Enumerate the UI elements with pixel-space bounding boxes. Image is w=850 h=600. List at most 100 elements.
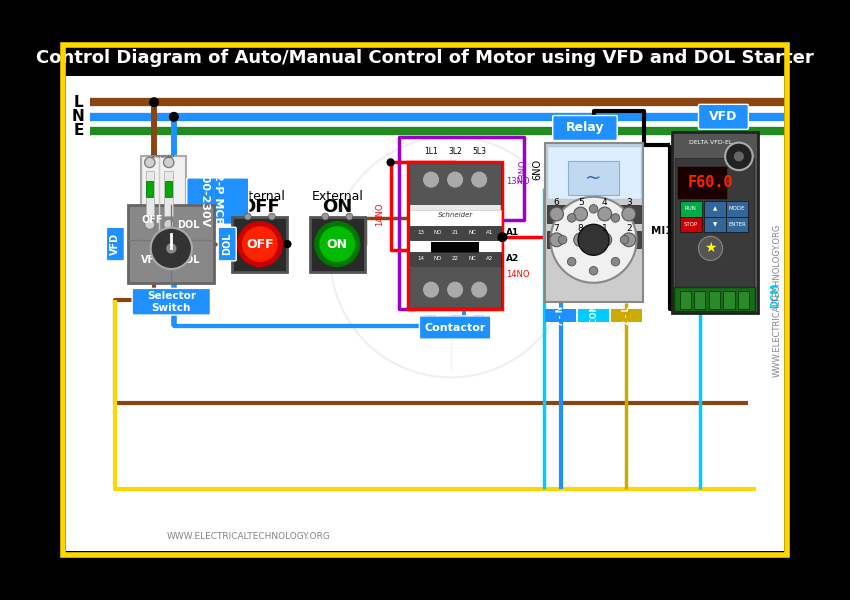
Bar (410, 210, 501, 253)
Circle shape (229, 241, 235, 248)
Bar (726, 201, 748, 217)
Text: OFF: OFF (246, 238, 274, 251)
Text: DCM: DCM (770, 283, 780, 308)
Circle shape (574, 233, 587, 247)
Circle shape (551, 197, 637, 283)
Circle shape (446, 281, 464, 298)
Text: VFD: VFD (141, 254, 163, 265)
Text: Relay: Relay (566, 121, 604, 134)
Text: A2: A2 (486, 256, 493, 261)
FancyBboxPatch shape (419, 316, 490, 339)
Bar (568, 161, 620, 195)
Text: VFD: VFD (110, 233, 121, 255)
Circle shape (567, 214, 576, 222)
Bar (738, 290, 749, 310)
Text: 5L3: 5L3 (473, 146, 486, 155)
Bar (165, 181, 173, 197)
Bar (410, 164, 501, 203)
Text: 22: 22 (451, 256, 459, 261)
Text: NO: NO (434, 256, 442, 261)
Text: ▲: ▲ (712, 206, 717, 211)
Bar (410, 226, 501, 240)
Text: A2: A2 (506, 254, 519, 263)
Text: Control Diagram of Auto/Manual Control of Motor using VFD and DOL Starter: Control Diagram of Auto/Manual Control o… (37, 49, 814, 67)
Text: 13: 13 (417, 230, 424, 235)
Text: 2T1: 2T1 (424, 316, 438, 325)
Bar (545, 143, 643, 302)
Text: RUN: RUN (685, 206, 697, 211)
Text: External: External (311, 190, 363, 203)
Bar (704, 201, 726, 217)
Text: WWW.ELECTRICALTECHNOLOGY.ORG: WWW.ELECTRICALTECHNOLOGY.ORG (167, 532, 331, 541)
Text: 7: 7 (553, 224, 559, 233)
Text: Schneider: Schneider (151, 154, 176, 159)
Circle shape (422, 281, 439, 298)
Text: MI1: MI1 (651, 226, 672, 236)
Bar (408, 163, 502, 308)
Circle shape (269, 213, 275, 220)
Circle shape (170, 113, 178, 121)
Circle shape (578, 224, 609, 255)
Circle shape (589, 266, 598, 275)
Bar (679, 217, 702, 232)
Circle shape (574, 207, 587, 221)
Text: 1L1: 1L1 (424, 146, 438, 155)
Text: NC: NC (468, 230, 476, 235)
Text: 6NO: 6NO (533, 159, 542, 180)
Text: A1: A1 (486, 230, 493, 235)
Bar (709, 290, 720, 310)
Text: 100-230V: 100-230V (199, 169, 209, 228)
Bar (726, 217, 748, 232)
Text: ★: ★ (705, 241, 717, 256)
Circle shape (346, 213, 353, 220)
Bar (145, 171, 154, 216)
Text: 14NO: 14NO (376, 202, 384, 226)
Circle shape (471, 171, 488, 188)
Text: 2: 2 (626, 224, 632, 233)
Circle shape (567, 257, 576, 266)
Text: 2 - L: 2 - L (621, 306, 631, 325)
Bar (410, 268, 501, 307)
Bar (547, 231, 641, 248)
Circle shape (422, 171, 439, 188)
Circle shape (163, 157, 174, 167)
Circle shape (598, 207, 612, 221)
Bar (704, 217, 726, 232)
Circle shape (550, 207, 564, 221)
Bar (672, 132, 758, 313)
Circle shape (589, 205, 598, 213)
Bar (723, 290, 734, 310)
Text: STOP: STOP (683, 222, 698, 227)
Circle shape (622, 233, 636, 247)
Text: 14NO: 14NO (506, 270, 530, 278)
Circle shape (237, 222, 282, 266)
Text: Contactor: Contactor (424, 323, 486, 332)
Bar (611, 308, 642, 322)
Text: N: N (72, 109, 85, 124)
Text: ▼: ▼ (712, 222, 717, 227)
Text: 13NO: 13NO (518, 159, 527, 183)
Circle shape (622, 207, 636, 221)
Circle shape (734, 152, 743, 161)
Bar (431, 242, 479, 257)
FancyBboxPatch shape (106, 227, 124, 261)
Text: L: L (74, 95, 83, 110)
Text: OFF: OFF (142, 215, 163, 225)
FancyBboxPatch shape (132, 289, 211, 315)
Text: DOL: DOL (178, 220, 200, 230)
Bar (578, 308, 609, 322)
Bar (146, 181, 153, 197)
Text: 3L2: 3L2 (448, 146, 462, 155)
Circle shape (550, 233, 564, 247)
Circle shape (322, 213, 329, 220)
Text: 8: 8 (578, 224, 584, 233)
Text: WWW.ELECTRICALTECHNOLOGY.ORG: WWW.ELECTRICALTECHNOLOGY.ORG (774, 223, 782, 377)
Text: DOL: DOL (222, 233, 232, 256)
Text: 14: 14 (417, 256, 424, 261)
Bar (694, 290, 705, 310)
Circle shape (611, 214, 620, 222)
Text: OFF: OFF (240, 198, 280, 216)
Text: 7 - N: 7 - N (557, 305, 565, 326)
Text: ENTER: ENTER (728, 222, 746, 227)
Text: 2-P MCB: 2-P MCB (212, 173, 223, 224)
